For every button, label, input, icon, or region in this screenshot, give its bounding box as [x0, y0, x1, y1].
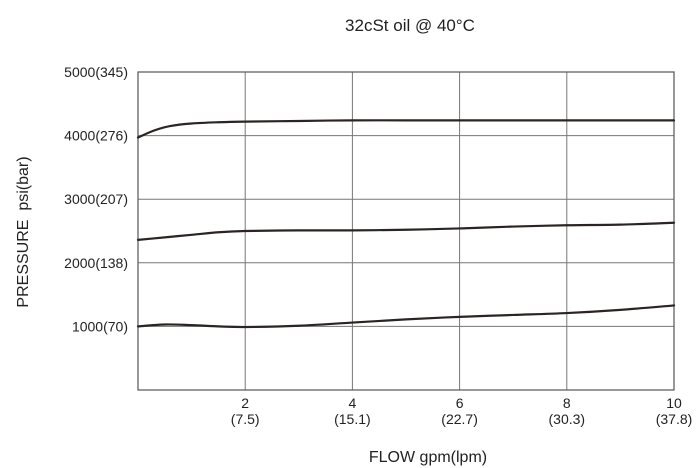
x-axis-title: FLOW gpm(lpm) [369, 449, 487, 466]
x-tick-label: 6 [456, 395, 464, 411]
plot-area-frame [137, 71, 675, 391]
x-tick-sublabel: (22.7) [441, 411, 478, 427]
y-tick-label: 4000(276) [64, 128, 128, 144]
y-tick-label: 2000(138) [64, 255, 128, 271]
x-axis-tick-labels: 2(7.5) 4(15.1) 6(22.7) 8(30.3) 10(37.8) [231, 395, 692, 427]
x-tick-label: 8 [563, 395, 571, 411]
x-tick-sublabel: (30.3) [549, 411, 586, 427]
x-tick-sublabel: (37.8) [656, 411, 693, 427]
x-tick-label: 2 [241, 395, 249, 411]
y-axis-title: PRESSURE psi(bar) [15, 156, 32, 307]
x-tick-sublabel: (15.1) [334, 411, 371, 427]
x-tick-label: 4 [349, 395, 357, 411]
series-line-2 [136, 221, 676, 241]
y-axis-tick-labels: 1000(70) 2000(138) 3000(207) 4000(276) 5000(… [64, 64, 128, 334]
series-lines [136, 119, 676, 329]
x-tick-label: 10 [666, 395, 682, 411]
series-line-3 [136, 304, 676, 329]
series-line-1 [136, 119, 676, 139]
x-tick-sublabel: (7.5) [231, 411, 260, 427]
chart-title: 32cSt oil @ 40°C [345, 16, 475, 35]
y-tick-label: 3000(207) [64, 191, 128, 207]
y-tick-label: 5000(345) [64, 64, 128, 80]
y-tick-label: 1000(70) [72, 318, 128, 334]
